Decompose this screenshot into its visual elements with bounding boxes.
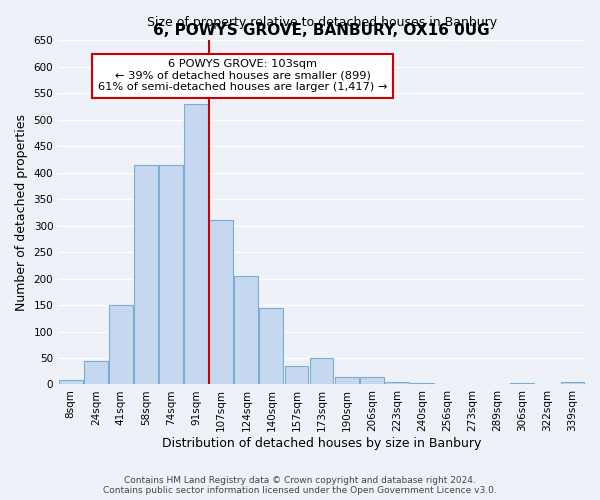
Bar <box>310 358 334 384</box>
Bar <box>385 382 409 384</box>
Text: 6 POWYS GROVE: 103sqm
← 39% of detached houses are smaller (899)
61% of semi-det: 6 POWYS GROVE: 103sqm ← 39% of detached … <box>98 59 387 92</box>
Bar <box>209 220 233 384</box>
Text: Contains HM Land Registry data © Crown copyright and database right 2024.
Contai: Contains HM Land Registry data © Crown c… <box>103 476 497 495</box>
Bar <box>84 360 108 384</box>
Bar <box>335 376 359 384</box>
Bar <box>360 376 383 384</box>
Y-axis label: Number of detached properties: Number of detached properties <box>15 114 28 311</box>
Bar <box>259 308 283 384</box>
Bar <box>159 164 183 384</box>
Bar <box>235 276 258 384</box>
Title: 6, POWYS GROVE, BANBURY, OX16 0UG: 6, POWYS GROVE, BANBURY, OX16 0UG <box>153 23 490 38</box>
Text: Size of property relative to detached houses in Banbury: Size of property relative to detached ho… <box>146 16 497 30</box>
Bar <box>134 164 158 384</box>
Bar <box>109 305 133 384</box>
Bar <box>560 382 584 384</box>
Bar <box>59 380 83 384</box>
X-axis label: Distribution of detached houses by size in Banbury: Distribution of detached houses by size … <box>162 437 481 450</box>
Bar <box>284 366 308 384</box>
Bar <box>184 104 208 384</box>
